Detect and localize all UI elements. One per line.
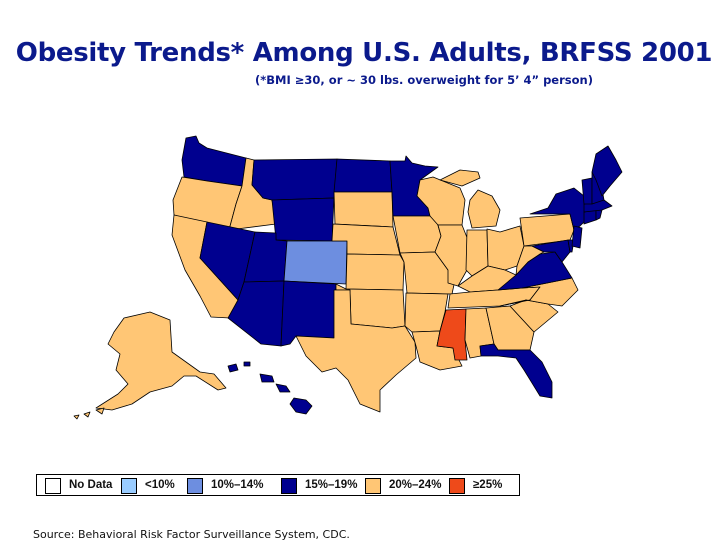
state-kansas[interactable]: [345, 253, 405, 291]
map-title: Obesity Trends* Among U.S. Adults, BRFSS…: [15, 38, 713, 68]
us-obesity-map: [73, 135, 623, 420]
state-texas[interactable]: [295, 289, 417, 413]
state-michigan-upper[interactable]: [439, 169, 481, 187]
legend-label: 20%–24%: [389, 479, 442, 491]
legend-label: No Data: [69, 479, 113, 491]
state-wyoming[interactable]: [271, 197, 335, 242]
legend-swatch: [449, 478, 465, 494]
legend-swatch: [187, 478, 203, 494]
state-hawaii[interactable]: [289, 397, 313, 415]
state-alaska[interactable]: [95, 311, 227, 411]
state-florida[interactable]: [479, 343, 553, 399]
hawaii-island: [275, 383, 291, 393]
state-south-dakota[interactable]: [333, 191, 394, 228]
state-north-carolina[interactable]: [499, 277, 579, 307]
state-michigan[interactable]: [467, 189, 501, 229]
hawaii-island: [227, 363, 239, 373]
legend: No Data <10% 10%–14% 15%–19% 20%–24% ≥25…: [36, 474, 520, 496]
state-colorado[interactable]: [283, 240, 348, 285]
state-montana[interactable]: [251, 158, 338, 201]
legend-swatch: [45, 478, 61, 494]
legend-swatch: [121, 478, 137, 494]
legend-swatch: [281, 478, 297, 494]
legend-swatch: [365, 478, 381, 494]
alaska-island: [73, 414, 80, 420]
state-north-dakota[interactable]: [333, 158, 393, 193]
map-subtitle: (*BMI ≥30, or ~ 30 lbs. overweight for 5…: [255, 73, 593, 87]
hawaii-island: [259, 373, 275, 383]
hawaii-island: [243, 361, 251, 367]
alaska-island: [95, 407, 105, 415]
state-maine[interactable]: [591, 145, 623, 197]
state-rhode-island[interactable]: [595, 209, 603, 221]
state-vermont[interactable]: [581, 177, 593, 205]
state-new-mexico[interactable]: [280, 280, 337, 347]
state-new-jersey[interactable]: [571, 225, 583, 249]
legend-label: 15%–19%: [305, 479, 358, 491]
legend-label: <10%: [145, 479, 175, 491]
state-illinois[interactable]: [434, 224, 469, 287]
alaska-island: [83, 411, 91, 418]
state-iowa[interactable]: [392, 215, 442, 254]
legend-label: 10%–14%: [211, 479, 264, 491]
source-note: Source: Behavioral Risk Factor Surveilla…: [33, 528, 350, 541]
legend-label: ≥25%: [473, 479, 503, 491]
state-pennsylvania[interactable]: [519, 213, 575, 247]
